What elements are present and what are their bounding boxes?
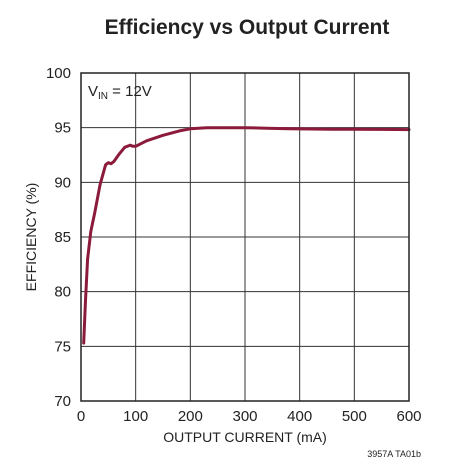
- y-tick-label: 75: [54, 338, 71, 355]
- plot-frame: [80, 72, 410, 402]
- x-tick-label: 400: [287, 408, 312, 425]
- figure-id: 3957A TA01b: [367, 449, 421, 459]
- vin-annotation: VIN = 12V: [88, 83, 152, 102]
- vin-annotation-sub: IN: [98, 91, 108, 102]
- x-tick-label: 300: [232, 408, 257, 425]
- x-tick-label: 0: [77, 408, 85, 425]
- y-tick-label: 70: [54, 393, 71, 410]
- y-axis-label: EFFICIENCY (%): [23, 183, 39, 292]
- x-tick-label: 200: [178, 408, 203, 425]
- y-axis-ticks: 70 75 80 85 90 95 100: [46, 65, 71, 410]
- x-tick-label: 100: [123, 408, 148, 425]
- x-tick-label: 600: [396, 408, 421, 425]
- grid: [81, 73, 409, 401]
- y-tick-label: 90: [54, 174, 71, 191]
- y-tick-label: 100: [46, 65, 71, 82]
- chart-title: Efficiency vs Output Current: [105, 16, 390, 39]
- plot-area: [82, 126, 411, 345]
- x-axis-label: OUTPUT CURRENT (mA): [163, 429, 327, 445]
- x-axis-ticks: 0 100 200 300 400 500 600: [77, 408, 422, 425]
- vin-annotation-value: = 12V: [108, 83, 152, 100]
- y-tick-label: 95: [54, 120, 71, 137]
- efficiency-line: [82, 126, 411, 345]
- vin-annotation-main: V: [88, 83, 98, 100]
- x-tick-label: 500: [342, 408, 367, 425]
- y-tick-label: 80: [54, 284, 71, 301]
- y-tick-label: 85: [54, 229, 71, 246]
